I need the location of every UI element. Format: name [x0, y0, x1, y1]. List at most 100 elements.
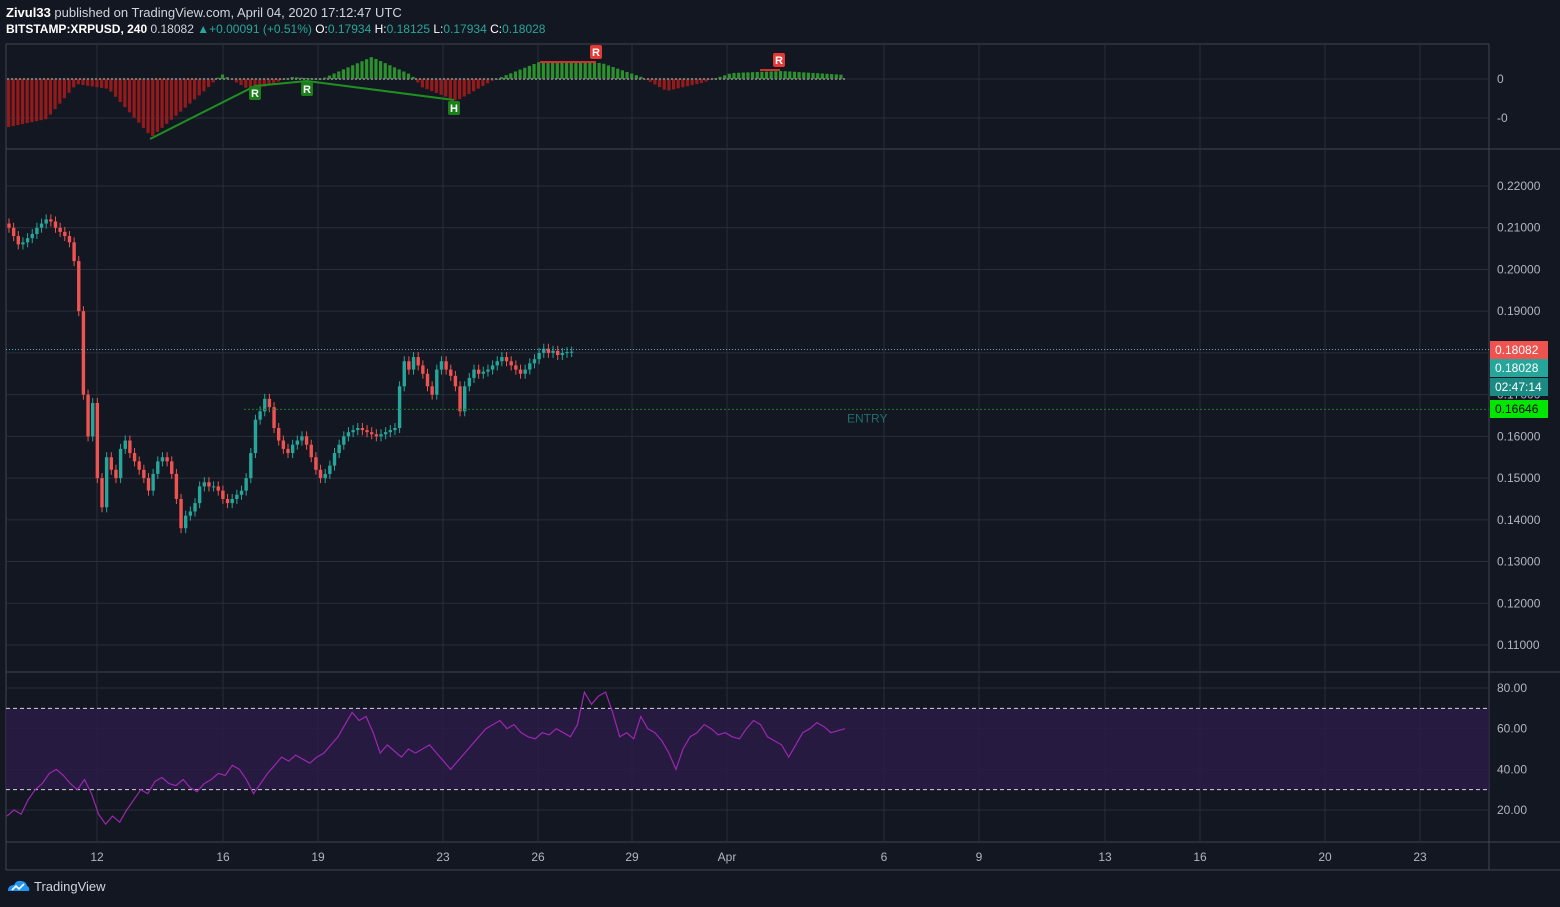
candle-body [63, 231, 67, 237]
candle-body [295, 440, 299, 445]
oscillator-bar [420, 79, 425, 88]
oscillator-bar [583, 62, 587, 79]
last-price-badge-bg [1490, 341, 1548, 359]
marker-label: R [303, 84, 311, 96]
oscillator-bar [369, 57, 373, 79]
candle-body [72, 242, 76, 262]
last-price-text: 0.18082 [150, 22, 194, 36]
candle-body [202, 482, 206, 487]
oscillator-bar [685, 79, 690, 87]
oscillator-bar [123, 79, 127, 108]
oscillator-bar [72, 79, 76, 88]
candle-body [546, 348, 551, 353]
oscillator-bar [676, 79, 680, 89]
candle-body [11, 227, 16, 237]
candle-body [81, 311, 86, 395]
candle-body [393, 428, 397, 431]
oscillator-bar [671, 79, 676, 90]
close-price-badge: 0.18028 [1490, 359, 1548, 377]
oscillator-bar [211, 79, 215, 83]
candle-body [416, 357, 420, 366]
symbol-legend: BITSTAMP:XRPUSD, 240 0.18082 ▲+0.00091 (… [6, 22, 545, 36]
oscillator-bar [811, 72, 815, 79]
price-change: +0.00091 (+0.51%) [209, 22, 312, 36]
oscillator-bar [760, 71, 764, 79]
oscillator-bar [174, 79, 178, 116]
oscillator-bar [658, 79, 662, 88]
oscillator-bar [267, 79, 271, 85]
oscillator-bar [537, 62, 541, 79]
candle-body [30, 233, 34, 239]
candle-body [388, 430, 392, 433]
price-axis-label: 0.22000 [1497, 179, 1541, 193]
oscillator-bar [62, 79, 66, 99]
oscillator-bar [560, 61, 564, 79]
candle-body [435, 369, 439, 395]
candle-body [53, 221, 58, 228]
oscillator-axis-label: 0 [1497, 72, 1504, 86]
marker-bg [301, 82, 313, 96]
marker-bg [773, 53, 785, 67]
rsi-axis-label: 60.00 [1497, 722, 1527, 736]
x-axis-label: 19 [311, 850, 325, 864]
oscillator-bar [258, 79, 262, 89]
open-value: 0.17934 [327, 22, 372, 36]
oscillator-bar [113, 79, 118, 97]
marker-label: H [450, 103, 458, 115]
candle-body [184, 515, 188, 529]
candle-body [425, 373, 430, 387]
candle-body [444, 361, 448, 370]
tradingview-brand[interactable]: TradingView [6, 878, 106, 894]
candle-body [542, 348, 546, 353]
candle-body [449, 369, 453, 376]
candle-body [142, 469, 146, 479]
candle-body [304, 436, 309, 445]
price-axis-label: 0.20000 [1497, 262, 1541, 276]
oscillator-bar [90, 79, 94, 87]
price-axis-label: 0.14000 [1497, 513, 1541, 527]
oscillator-bar [411, 76, 415, 79]
marker-label: R [775, 55, 783, 67]
oscillator-bar [44, 79, 48, 120]
candle-body [356, 428, 360, 431]
oscillator-bar [360, 61, 364, 79]
price-axis-label: 0.13000 [1497, 555, 1541, 569]
oscillator-bar [751, 72, 755, 79]
oscillator-bar [7, 79, 11, 127]
oscillator-bar [699, 79, 704, 84]
candle-body [221, 490, 225, 499]
candle-body [160, 457, 165, 462]
countdown-badge: 02:47:14 [1490, 378, 1548, 396]
oscillator-bar [453, 79, 457, 101]
candle-body [151, 473, 155, 491]
candle-body [277, 428, 281, 441]
candlestick-series [7, 214, 574, 534]
candle-body [453, 375, 458, 387]
candle-body [314, 457, 318, 470]
oscillator-bar [620, 70, 624, 79]
author-name[interactable]: Zivul33 [6, 5, 51, 20]
oscillator-bar [397, 69, 401, 79]
oscillator-bar [25, 79, 29, 124]
symbol-name[interactable]: BITSTAMP:XRPUSD, 240 [6, 22, 148, 36]
oscillator-bar [820, 73, 824, 79]
candle-body [193, 503, 197, 512]
candle-body [281, 440, 286, 449]
oscillator-bar [592, 62, 597, 79]
oscillator-bar [523, 67, 527, 79]
candle-body [565, 352, 569, 354]
candle-body [109, 457, 113, 470]
x-axis-label: 6 [881, 850, 888, 864]
candle-body [360, 428, 365, 431]
oscillator-bar [690, 79, 694, 86]
close-label: C: [490, 22, 503, 36]
tradingview-logo-icon [8, 880, 30, 891]
oscillator-bar [220, 74, 225, 79]
candle-body [174, 473, 179, 499]
oscillator-bar [588, 62, 592, 79]
oscillator-bar [802, 72, 806, 79]
oscillator-bar [764, 71, 769, 79]
price-axis-label: 0.15000 [1497, 471, 1541, 485]
oscillator-bar [309, 78, 313, 80]
